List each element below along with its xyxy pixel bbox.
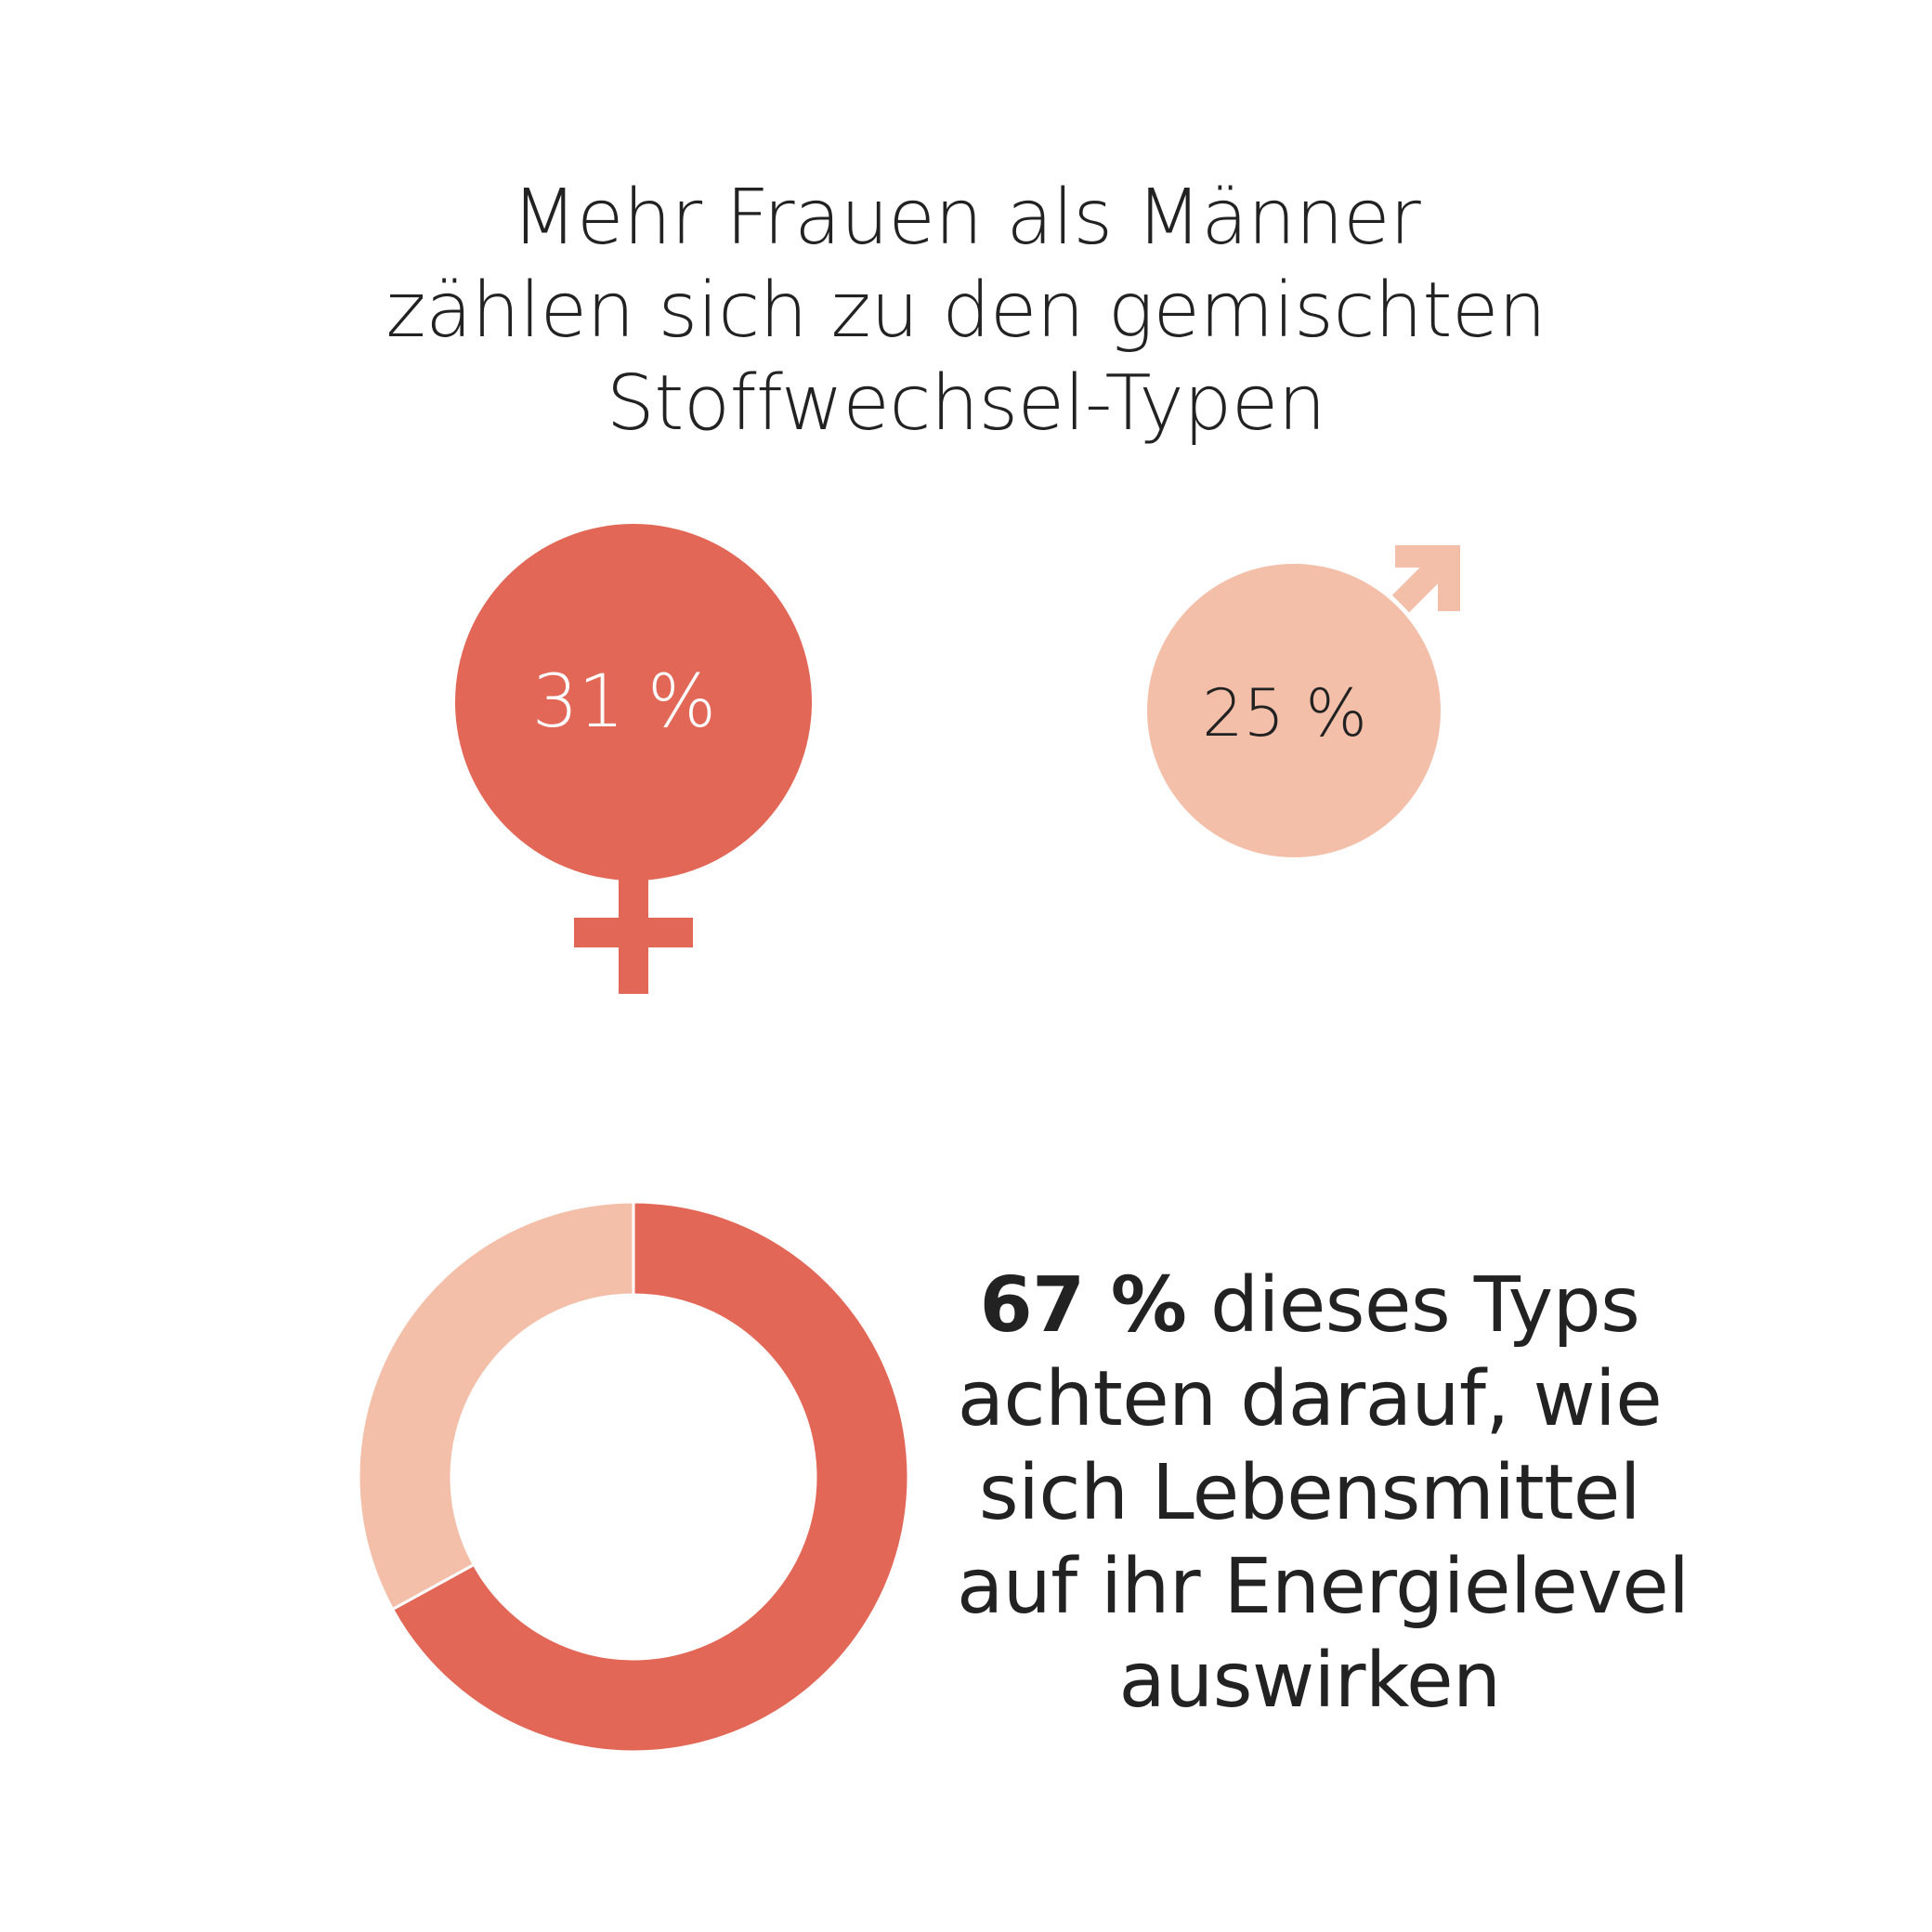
male-arrow-head-mark — [1395, 545, 1460, 611]
annotation-line-4: auf ihr Energielevel — [957, 1543, 1690, 1631]
male-icon: 25 % — [1147, 545, 1460, 857]
chart-title-line-1: Mehr Frauen als Männer — [511, 174, 1421, 262]
female-icon: 31 % — [455, 524, 812, 994]
chart-title: Mehr Frauen als Männer zählen sich zu de… — [316, 172, 1616, 450]
annotation-line-3: sich Lebensmittel — [978, 1449, 1641, 1537]
male-circle-mark — [1147, 564, 1441, 857]
male-value-label: 25 % — [1202, 675, 1367, 751]
annotation-highlight: 67 % — [979, 1261, 1187, 1350]
annotation-line-1: 67 % dieses Typs — [957, 1259, 1663, 1352]
female-crossbar-mark — [574, 918, 693, 947]
donut-slice-2 — [357, 1200, 635, 1612]
donut-slices — [357, 1200, 910, 1754]
annotation-line-5: auswirken — [1118, 1637, 1502, 1725]
chart-title-line-2: zählen sich zu den gemischten — [385, 267, 1547, 355]
female-circle-mark — [455, 524, 812, 881]
female-value-label: 31 % — [532, 660, 716, 744]
annotation-line-2: achten darauf, wie — [957, 1355, 1663, 1443]
chart-title-line-3: Stoffwechsel-Typen — [606, 359, 1326, 448]
annotation-first-line-text: dieses Typs — [1210, 1261, 1640, 1350]
donut-annotation: 67 % dieses Typs achten darauf, wie sich… — [957, 1259, 1690, 1728]
donut-slice-1 — [390, 1200, 910, 1754]
